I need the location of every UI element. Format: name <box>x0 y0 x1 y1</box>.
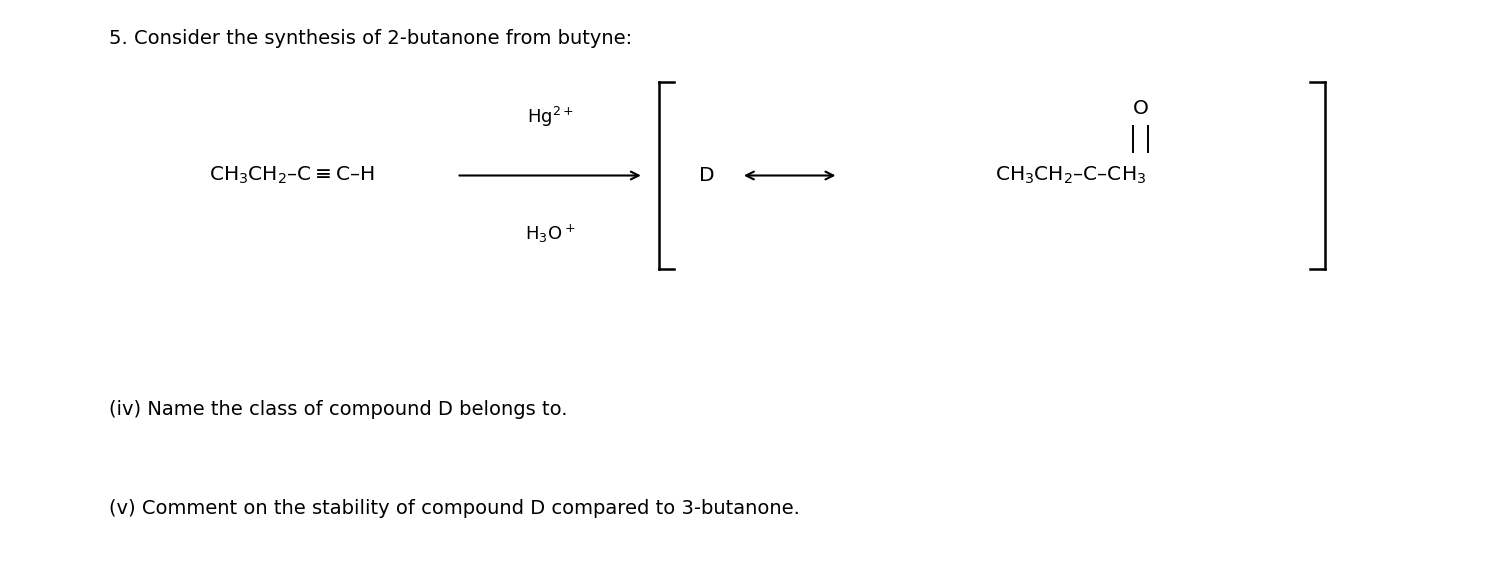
Text: D: D <box>699 166 714 185</box>
Text: Hg$^{2+}$: Hg$^{2+}$ <box>527 105 573 129</box>
Text: (iv) Name the class of compound D belongs to.: (iv) Name the class of compound D belong… <box>109 400 567 419</box>
Text: (v) Comment on the stability of compound D compared to 3-butanone.: (v) Comment on the stability of compound… <box>109 500 801 518</box>
Text: O: O <box>1133 99 1148 118</box>
Text: 5. Consider the synthesis of 2-butanone from butyne:: 5. Consider the synthesis of 2-butanone … <box>109 29 632 48</box>
Text: CH$_3$CH$_2$–C–CH$_3$: CH$_3$CH$_2$–C–CH$_3$ <box>996 165 1145 186</box>
Text: CH$_3$CH$_2$–C$\equiv$C–H: CH$_3$CH$_2$–C$\equiv$C–H <box>210 165 374 186</box>
Text: H$_3$O$^+$: H$_3$O$^+$ <box>525 223 575 245</box>
